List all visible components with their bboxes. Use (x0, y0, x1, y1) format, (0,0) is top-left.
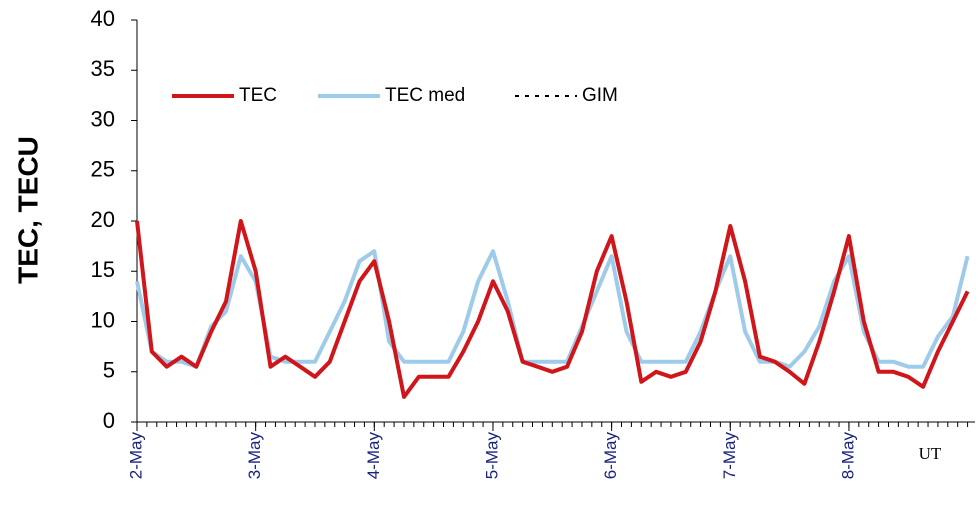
legend-label: GIM (582, 85, 618, 106)
x-tick-label: 5-May (482, 432, 501, 480)
y-tick-label: 20 (91, 207, 115, 232)
y-tick-label: 30 (91, 106, 115, 131)
legend-label: TEC (239, 85, 277, 106)
x-axis-title: UT (919, 444, 942, 463)
x-tick-label: 2-May (126, 432, 145, 480)
x-tick-label: 8-May (838, 432, 857, 480)
y-tick-label: 5 (103, 358, 115, 383)
line-tec (135, 219, 970, 399)
legend-label: TEC med (385, 85, 465, 106)
x-tick-label: 3-May (245, 432, 264, 480)
y-tick-label: 15 (91, 257, 115, 282)
y-tick-label: 0 (103, 408, 115, 433)
line-tec-med (135, 249, 970, 369)
y-tick-label: 40 (91, 6, 115, 31)
y-axis-title: TEC, TECU (12, 136, 43, 284)
y-tick-label: 35 (91, 56, 115, 81)
y-tick-label: 25 (91, 157, 115, 182)
y-tick-label: 10 (91, 307, 115, 332)
x-tick-label: 7-May (720, 432, 739, 480)
x-tick-label: 4-May (364, 432, 383, 480)
x-tick-label: 6-May (601, 432, 620, 480)
